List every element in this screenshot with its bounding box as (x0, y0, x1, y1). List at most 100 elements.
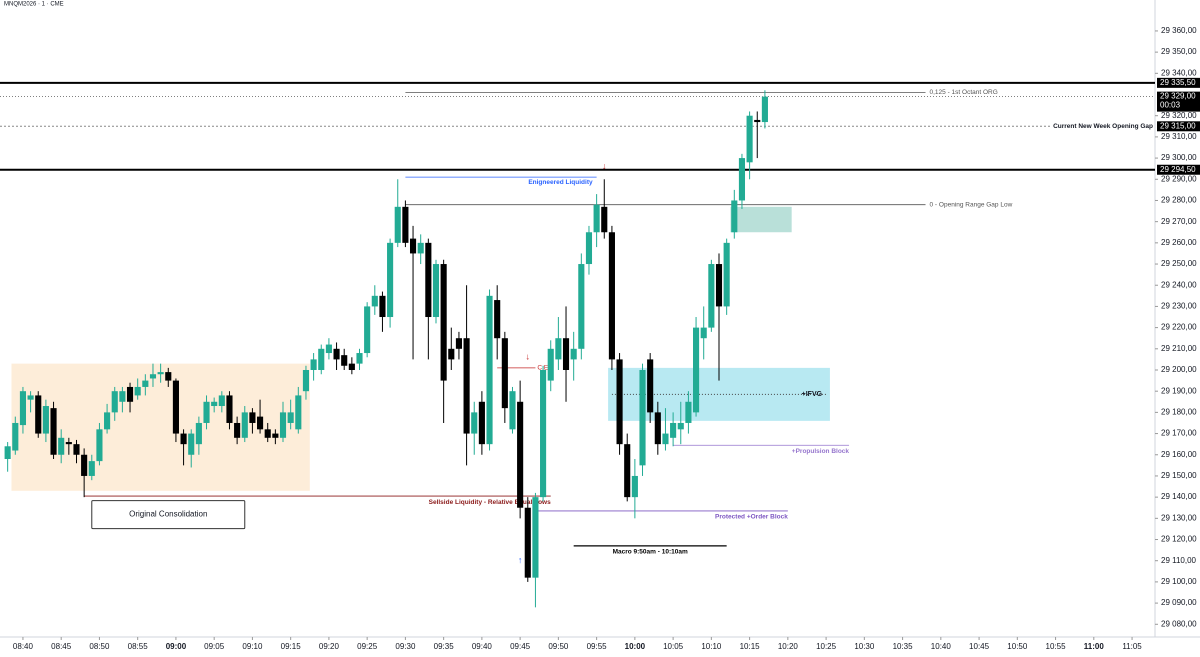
candle-body (494, 300, 501, 339)
price-tag-label: 29 315,00 (1160, 121, 1196, 130)
candle-body (149, 374, 157, 379)
y-tick-label: 29 080,00 (1161, 619, 1197, 628)
y-tick-label: 29 160,00 (1161, 450, 1197, 459)
candle-body (700, 327, 707, 339)
candle-body (88, 461, 95, 476)
candle-body (318, 348, 325, 370)
candle-body (570, 348, 577, 360)
gap-text-bg (1050, 122, 1154, 131)
price-tag (1157, 164, 1200, 175)
candle-body (157, 372, 164, 375)
candle-body (432, 264, 440, 318)
x-tick-label: 10:25 (816, 642, 837, 651)
x-tick-label: 09:05 (204, 642, 225, 651)
candle-body (325, 344, 332, 354)
x-tick-label: 11:00 (1084, 642, 1105, 651)
candle-body (65, 442, 72, 445)
x-tick-label: 10:15 (740, 642, 761, 651)
candle-body (356, 353, 363, 364)
x-tick-label: 10:50 (1007, 642, 1028, 651)
candle-body (738, 158, 746, 201)
y-tick-label: 29 120,00 (1161, 535, 1197, 544)
candle-body (249, 412, 256, 423)
candle-body (333, 348, 340, 360)
y-tick-label: 29 350,00 (1161, 47, 1197, 56)
candle-body (448, 348, 455, 360)
candle-body (685, 401, 692, 423)
x-tick-label: 09:15 (281, 642, 302, 651)
candle-body (517, 401, 524, 508)
candle-body (670, 422, 677, 438)
candle-body (272, 433, 279, 438)
y-tick-label: 29 290,00 (1161, 174, 1197, 183)
arrow-icon: ↓ (526, 352, 531, 362)
candle-body (348, 363, 355, 370)
y-tick-label: 29 310,00 (1161, 132, 1197, 141)
candle-body (287, 412, 294, 423)
chart-title: MNQM2026 · 1 · CME (4, 2, 64, 8)
x-tick-label: 09:20 (319, 642, 340, 651)
candle-body (723, 242, 730, 307)
candle-body (715, 264, 723, 307)
y-tick-label: 29 240,00 (1161, 280, 1197, 289)
candle-body (50, 408, 57, 455)
y-tick-label: 29 250,00 (1161, 259, 1197, 268)
y-tick-label: 29 150,00 (1161, 471, 1197, 480)
candle-body (402, 206, 409, 243)
candle-body (478, 401, 485, 445)
candle-body (58, 437, 65, 455)
annotation-text: 0 - Opening Range Gap Low (930, 201, 1013, 208)
x-tick-label: 10:40 (931, 642, 952, 651)
y-tick-label: 29 110,00 (1161, 556, 1197, 565)
candle-body (463, 338, 470, 434)
candle-body (27, 395, 34, 400)
candle-body (509, 391, 516, 430)
countdown: 00:03 (1160, 101, 1181, 110)
candle-body (654, 412, 661, 445)
candle-body (165, 372, 172, 381)
annotation-text: Enigneered Liquidity (528, 179, 593, 186)
x-tick-label: 09:00 (166, 642, 187, 651)
candle-body (172, 380, 179, 434)
candle-body (19, 391, 27, 426)
candle-body (455, 338, 462, 349)
x-tick-label: 08:40 (13, 642, 34, 651)
candle-body (104, 412, 111, 430)
x-tick-label: 10:30 (854, 642, 875, 651)
candle-body (524, 507, 531, 578)
candle-body (364, 306, 371, 354)
annotation-text: Protected +Order Block (715, 514, 788, 521)
candle-body (387, 242, 394, 318)
x-tick-label: 09:35 (434, 642, 455, 651)
candle-body (677, 422, 684, 430)
candle-body (555, 338, 562, 360)
x-tick-label: 09:45 (510, 642, 531, 651)
candle-body (394, 206, 401, 243)
x-tick-label: 08:50 (89, 642, 110, 651)
x-tick-label: 10:20 (778, 642, 799, 651)
y-tick-label: 29 320,00 (1161, 111, 1197, 120)
y-tick-label: 29 300,00 (1161, 153, 1197, 162)
candle-body (631, 475, 638, 498)
candle-body (134, 386, 141, 396)
candle-body (310, 359, 317, 370)
zone-label: +IFVG (802, 391, 823, 398)
y-tick-label: 29 270,00 (1161, 217, 1197, 226)
candle-body (73, 444, 80, 455)
candle-body (540, 369, 547, 498)
price-tag (1157, 121, 1200, 132)
x-tick-label: 09:25 (357, 642, 378, 651)
x-tick-label: 09:40 (472, 642, 493, 651)
candle-body (226, 395, 233, 423)
x-tick-label: 09:55 (587, 642, 608, 651)
candle-body (234, 422, 241, 438)
annotation-text: Macro 9:50am - 10:10am (613, 549, 688, 556)
candle-body (532, 497, 539, 578)
y-tick-label: 29 360,00 (1161, 26, 1197, 35)
x-tick-label: 10:05 (663, 642, 684, 651)
candle-body (754, 119, 761, 123)
candle-body (35, 395, 42, 434)
price-tag-label: 29 294,50 (1160, 165, 1196, 174)
y-tick-label: 29 340,00 (1161, 68, 1197, 77)
